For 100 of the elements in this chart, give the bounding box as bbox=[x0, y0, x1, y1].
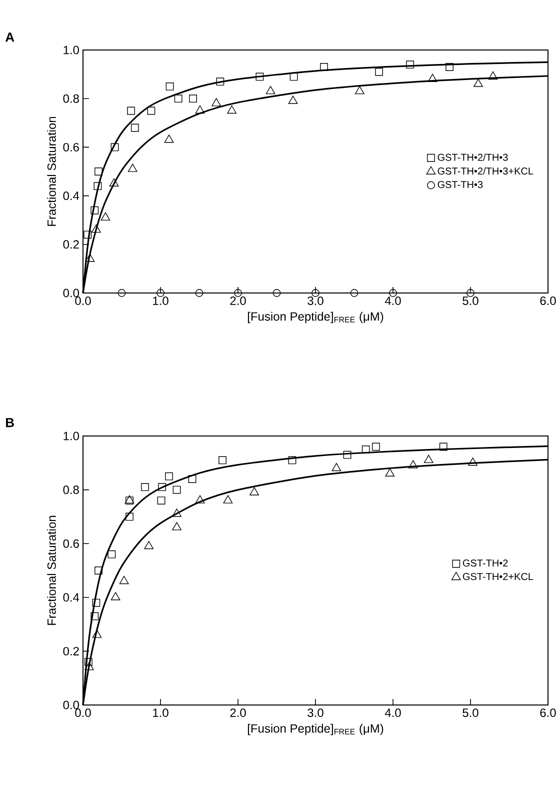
y-tick-label: 0.4 bbox=[63, 192, 80, 200]
y-tick-label: 0.2 bbox=[63, 646, 80, 656]
point bbox=[147, 106, 156, 115]
point bbox=[144, 540, 154, 550]
point bbox=[100, 212, 110, 221]
legend-label: GST-TH•2/TH•3+KCL bbox=[438, 167, 534, 175]
point bbox=[266, 86, 276, 94]
point bbox=[94, 168, 103, 176]
legend-label: GST-TH•2/TH•3 bbox=[438, 154, 508, 161]
point bbox=[172, 522, 182, 530]
point bbox=[216, 78, 224, 86]
point bbox=[188, 475, 196, 483]
point bbox=[156, 289, 165, 297]
y-tick-label: 0.2 bbox=[63, 240, 80, 249]
point bbox=[166, 82, 174, 90]
point bbox=[488, 71, 498, 80]
legend-label: GST-TH•2+KCL bbox=[463, 572, 534, 580]
x-tick-label: 3.0 bbox=[308, 708, 324, 718]
point bbox=[446, 63, 454, 71]
x-tick-label: 3.0 bbox=[308, 296, 324, 306]
point bbox=[120, 576, 129, 584]
point bbox=[92, 224, 102, 233]
point bbox=[109, 178, 119, 186]
text: B bbox=[6, 418, 14, 428]
text: A bbox=[6, 32, 14, 42]
point bbox=[90, 612, 99, 620]
x-tick-label: 1.0 bbox=[153, 296, 169, 306]
point bbox=[111, 592, 120, 600]
point bbox=[196, 495, 205, 504]
y-tick-label: 0.8 bbox=[63, 486, 80, 494]
point bbox=[372, 442, 380, 451]
point bbox=[227, 105, 237, 114]
point bbox=[94, 182, 102, 190]
y-tick-label: 1.0 bbox=[64, 432, 80, 440]
x-tick-label: 4.0 bbox=[385, 296, 402, 306]
x-tick-label: 2.0 bbox=[230, 296, 246, 306]
point bbox=[375, 68, 384, 76]
y-tick-label: 0.0 bbox=[63, 700, 80, 710]
point bbox=[312, 289, 320, 297]
x-axis-title: [Fusion Peptide]$_{FREE}$ (μM) bbox=[248, 312, 384, 324]
point bbox=[428, 74, 438, 82]
point bbox=[131, 124, 140, 132]
x-tick-label: 5.0 bbox=[462, 296, 479, 306]
point bbox=[288, 96, 298, 104]
point bbox=[172, 508, 182, 517]
x-tick-label: 2.0 bbox=[230, 708, 246, 718]
y-tick-label: 1.0 bbox=[64, 46, 80, 54]
x-tick-label: 6.0 bbox=[540, 296, 556, 306]
point bbox=[84, 230, 92, 239]
y-tick-label: 0.8 bbox=[63, 94, 80, 103]
point bbox=[108, 550, 116, 558]
point bbox=[468, 458, 478, 466]
point bbox=[355, 86, 365, 94]
point bbox=[110, 143, 119, 152]
x-tick-label: 0.0 bbox=[75, 708, 92, 718]
point bbox=[385, 468, 395, 477]
point bbox=[84, 662, 94, 670]
point bbox=[320, 63, 328, 71]
point bbox=[332, 462, 342, 472]
point bbox=[165, 472, 174, 480]
y-tick-label: 0.4 bbox=[63, 593, 80, 602]
point bbox=[343, 450, 352, 459]
point bbox=[157, 496, 166, 505]
point bbox=[362, 445, 370, 454]
x-tick-label: 1.0 bbox=[153, 708, 169, 718]
point bbox=[189, 94, 198, 103]
point bbox=[406, 60, 414, 69]
point bbox=[212, 98, 222, 106]
point bbox=[196, 105, 205, 114]
x-tick-label: 4.0 bbox=[385, 708, 402, 718]
point bbox=[92, 630, 102, 638]
point bbox=[474, 78, 484, 87]
point bbox=[141, 483, 150, 492]
x-tick-label: 5.0 bbox=[462, 708, 479, 718]
point bbox=[84, 658, 93, 666]
point bbox=[250, 487, 260, 496]
point bbox=[408, 460, 418, 468]
point bbox=[85, 254, 95, 262]
y-axis-title: Fractional Saturation bbox=[47, 516, 56, 625]
legend-label: GST-TH•2 bbox=[463, 560, 508, 567]
point bbox=[350, 289, 358, 297]
point bbox=[223, 495, 233, 504]
point bbox=[218, 456, 227, 464]
point bbox=[290, 72, 298, 81]
point bbox=[92, 598, 100, 607]
point bbox=[127, 106, 136, 115]
point bbox=[389, 289, 398, 297]
point bbox=[234, 289, 242, 297]
point bbox=[126, 512, 134, 521]
y-tick-label: 0.6 bbox=[63, 539, 80, 548]
point bbox=[466, 289, 475, 297]
point bbox=[172, 486, 181, 494]
point bbox=[164, 134, 174, 143]
point bbox=[90, 206, 99, 214]
legend-label: GST-TH•3 bbox=[438, 181, 483, 188]
point bbox=[128, 164, 138, 172]
point bbox=[256, 72, 264, 81]
point bbox=[424, 454, 434, 464]
point bbox=[118, 289, 126, 297]
point bbox=[288, 456, 296, 464]
